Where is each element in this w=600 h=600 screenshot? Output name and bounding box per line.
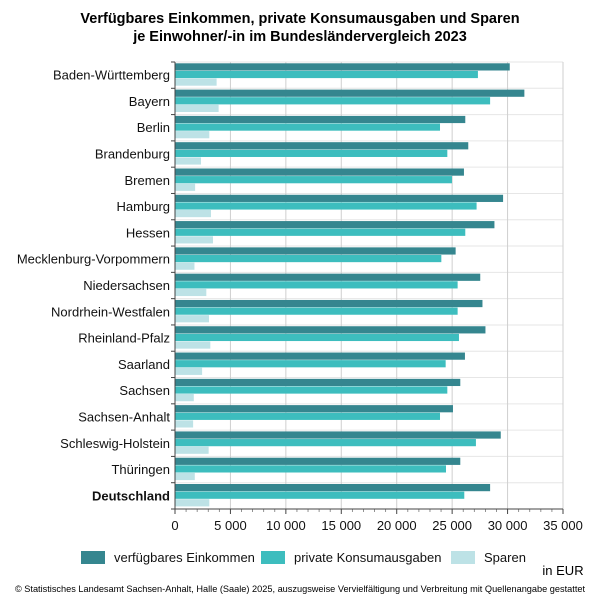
category-label: Mecklenburg-Vorpommern	[17, 252, 170, 267]
bar-sparen	[175, 236, 213, 244]
bar-sparen	[175, 420, 194, 428]
bar-sparen	[175, 367, 203, 375]
bar-verfügbares-einkommen	[175, 247, 456, 255]
category-label: Bayern	[129, 94, 170, 109]
bar-private-konsumausgaben	[175, 386, 448, 394]
footer-copyright: © Statistisches Landesamt Sachsen-Anhalt…	[15, 584, 586, 594]
bar-private-konsumausgaben	[175, 254, 442, 263]
bar-verfügbares-einkommen	[175, 168, 464, 176]
bar-verfügbares-einkommen	[175, 115, 466, 124]
bar-private-konsumausgaben	[175, 412, 441, 420]
bar-sparen	[175, 183, 196, 191]
bar-private-konsumausgaben	[175, 123, 441, 131]
bar-sparen	[175, 288, 207, 297]
bar-sparen	[175, 104, 219, 112]
legend-label: Sparen	[484, 550, 526, 565]
bar-private-konsumausgaben	[175, 439, 476, 447]
bar-sparen	[175, 315, 209, 323]
bar-private-konsumausgaben	[175, 176, 452, 184]
x-tick-label: 15 000	[321, 518, 361, 533]
bar-private-konsumausgaben	[175, 491, 465, 499]
chart-subtitle: je Einwohner/-in im Bundesländervergleic…	[132, 29, 467, 45]
legend-swatch	[261, 551, 285, 564]
x-tick-label: 5 000	[214, 518, 247, 533]
legend-swatch	[451, 551, 475, 564]
category-label: Saarland	[118, 357, 170, 372]
bar-verfügbares-einkommen	[175, 405, 453, 413]
bar-verfügbares-einkommen	[175, 378, 461, 387]
bar-verfügbares-einkommen	[175, 194, 504, 202]
x-tick-label: 25 000	[432, 518, 472, 533]
bar-sparen	[175, 131, 210, 139]
x-tick-label: 10 000	[266, 518, 306, 533]
category-label: Sachsen	[119, 383, 170, 398]
category-label: Baden-Württemberg	[53, 68, 170, 83]
bar-verfügbares-einkommen	[175, 299, 483, 308]
category-label: Schleswig-Holstein	[60, 436, 170, 451]
bar-private-konsumausgaben	[175, 307, 458, 315]
category-label: Niedersachsen	[83, 278, 170, 293]
legend-label: verfügbares Einkommen	[114, 550, 255, 565]
bar-sparen	[175, 394, 194, 402]
bar-sparen	[175, 341, 211, 349]
bar-private-konsumausgaben	[175, 70, 478, 79]
bar-verfügbares-einkommen	[175, 484, 491, 492]
category-label: Sachsen-Anhalt	[78, 409, 170, 424]
bar-verfügbares-einkommen	[175, 63, 510, 71]
x-tick-label: 35 000	[543, 518, 583, 533]
bar-private-konsumausgaben	[175, 281, 458, 289]
category-label: Bremen	[124, 173, 170, 188]
bar-verfügbares-einkommen	[175, 221, 495, 229]
category-label: Berlin	[137, 120, 170, 135]
x-axis-label: in EUR	[542, 563, 583, 578]
x-tick-label: 0	[171, 518, 178, 533]
bar-verfügbares-einkommen	[175, 273, 481, 281]
category-label: Thüringen	[111, 462, 170, 477]
legend-swatch	[81, 551, 105, 564]
x-tick-label: 30 000	[488, 518, 528, 533]
bar-sparen	[175, 78, 217, 86]
bar-verfügbares-einkommen	[175, 326, 486, 334]
category-label: Nordrhein-Westfalen	[51, 304, 170, 319]
bar-private-konsumausgaben	[175, 97, 491, 105]
chart-title: Verfügbares Einkommen, private Konsumaus…	[80, 11, 519, 27]
bar-private-konsumausgaben	[175, 360, 446, 368]
bar-verfügbares-einkommen	[175, 89, 525, 97]
bar-private-konsumausgaben	[175, 333, 459, 342]
bar-sparen	[175, 262, 195, 270]
bar-sparen	[175, 499, 210, 507]
bar-sparen	[175, 209, 211, 218]
bar-private-konsumausgaben	[175, 228, 466, 236]
bar-verfügbares-einkommen	[175, 431, 501, 439]
bar-verfügbares-einkommen	[175, 142, 469, 150]
bar-verfügbares-einkommen	[175, 352, 465, 360]
bar-sparen	[175, 446, 209, 454]
category-label: Brandenburg	[95, 147, 170, 162]
bar-private-konsumausgaben	[175, 465, 446, 473]
bar-sparen	[175, 157, 201, 165]
x-tick-label: 20 000	[377, 518, 417, 533]
category-label: Hamburg	[117, 199, 170, 214]
bar-sparen	[175, 472, 195, 481]
category-label: Hessen	[126, 225, 170, 240]
category-label: Deutschland	[92, 488, 170, 503]
bar-private-konsumausgaben	[175, 202, 477, 210]
legend-label: private Konsumausgaben	[294, 550, 441, 565]
bar-verfügbares-einkommen	[175, 457, 461, 465]
category-label: Rheinland-Pfalz	[78, 331, 170, 346]
bar-private-konsumausgaben	[175, 149, 448, 157]
